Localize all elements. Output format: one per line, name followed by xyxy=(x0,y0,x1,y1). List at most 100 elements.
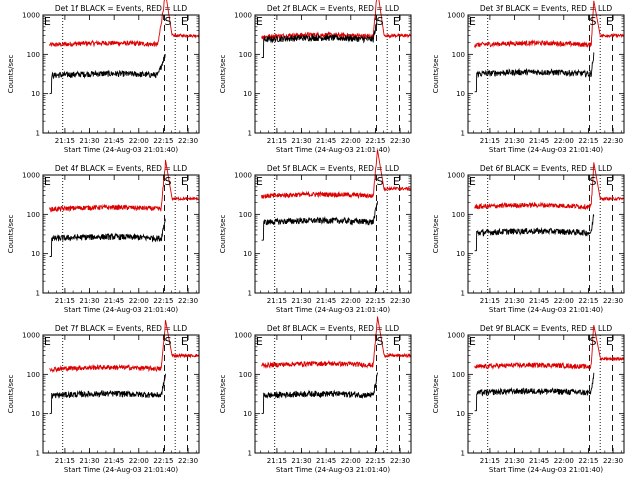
y-axis-label: Counts/sec xyxy=(219,375,227,414)
y-axis-label: Counts/sec xyxy=(432,375,440,414)
event-marker-label: E xyxy=(256,335,263,348)
plot-frame xyxy=(42,334,200,454)
event-marker-label: S xyxy=(590,15,597,28)
x-tick-label: 22:15 xyxy=(578,137,598,145)
event-marker-label: E xyxy=(606,15,613,28)
y-axis-label: Counts/sec xyxy=(219,215,227,254)
event-marker-label: E xyxy=(393,175,400,188)
x-tick-label: 22:00 xyxy=(129,137,149,145)
y-tick-label: 100 xyxy=(27,51,40,59)
y-tick-label: 10 xyxy=(243,410,252,418)
x-tick-label: 21:30 xyxy=(291,137,311,145)
x-tick-label: 21:45 xyxy=(316,137,336,145)
y-tick-label: 10 xyxy=(243,250,252,258)
x-tick-label: 22:00 xyxy=(341,457,361,465)
x-tick-label: 21:45 xyxy=(529,457,549,465)
x-tick-label: 21:30 xyxy=(79,297,99,305)
y-tick-label: 1000 xyxy=(22,332,40,340)
x-axis-label: Start Time (24-Aug-03 21:01:40) xyxy=(489,146,603,154)
y-axis-label: Counts/sec xyxy=(432,55,440,94)
panel-title: Det 4f BLACK = Events, RED = LLD xyxy=(55,164,188,173)
y-tick-label: 100 xyxy=(452,51,465,59)
x-tick-label: 21:30 xyxy=(291,457,311,465)
panel-title: Det 1f BLACK = Events, RED = LLD xyxy=(55,4,188,13)
event-marker-label: E xyxy=(181,175,188,188)
y-axis-label: Counts/sec xyxy=(219,55,227,94)
y-tick-label: 100 xyxy=(239,51,252,59)
x-tick-label: 22:30 xyxy=(178,457,198,465)
y-tick-label: 100 xyxy=(452,211,465,219)
series-events xyxy=(474,372,595,412)
event-marker-label: E xyxy=(469,335,476,348)
x-tick-label: 22:30 xyxy=(603,137,623,145)
panel-title: Det 8f BLACK = Events, RED = LLD xyxy=(267,324,400,333)
plot-frame xyxy=(42,174,200,294)
panel-5: Det 5f BLACK = Events, RED = LLD Counts/s… xyxy=(219,149,412,314)
y-tick-label: 1000 xyxy=(447,332,465,340)
panel-title: Det 2f BLACK = Events, RED = LLD xyxy=(267,4,400,13)
y-tick-label: 10 xyxy=(456,410,465,418)
panel-title: Det 5f BLACK = Events, RED = LLD xyxy=(267,164,400,173)
x-tick-label: 22:30 xyxy=(390,137,410,145)
x-tick-label: 21:15 xyxy=(480,297,500,305)
panel-2: Det 2f BLACK = Events, RED = LLD Counts/s… xyxy=(219,0,412,154)
x-tick-label: 21:30 xyxy=(79,457,99,465)
x-tick-label: 21:45 xyxy=(529,297,549,305)
y-tick-label: 1 xyxy=(461,450,465,458)
event-marker-label: S xyxy=(377,15,384,28)
event-marker-label: E xyxy=(393,335,400,348)
event-marker-label: E xyxy=(181,15,188,28)
plot-frame xyxy=(467,174,625,294)
x-tick-label: 22:30 xyxy=(603,297,623,305)
x-tick-label: 21:15 xyxy=(267,137,287,145)
y-tick-label: 1 xyxy=(461,130,465,138)
x-tick-label: 21:30 xyxy=(291,297,311,305)
series-lld xyxy=(261,316,412,370)
event-marker-label: E xyxy=(256,15,263,28)
x-tick-label: 22:00 xyxy=(341,297,361,305)
panel-4: Det 4f BLACK = Events, RED = LLD Counts/s… xyxy=(7,159,200,314)
x-axis-label: Start Time (24-Aug-03 21:01:40) xyxy=(489,466,603,474)
series-events xyxy=(261,201,378,241)
x-tick-label: 21:15 xyxy=(480,137,500,145)
y-tick-label: 1 xyxy=(36,130,40,138)
event-marker-label: E xyxy=(44,175,51,188)
y-tick-label: 100 xyxy=(27,211,40,219)
y-tick-label: 10 xyxy=(31,250,40,258)
x-tick-label: 21:45 xyxy=(316,457,336,465)
series-lld xyxy=(474,0,625,49)
y-tick-label: 1 xyxy=(461,290,465,298)
panel-9: Det 9f BLACK = Events, RED = LLD Counts/s… xyxy=(432,324,625,474)
y-tick-label: 1000 xyxy=(447,172,465,180)
event-marker-label: E xyxy=(469,15,476,28)
event-marker-label: S xyxy=(590,335,597,348)
y-tick-label: 1 xyxy=(248,290,252,298)
panel-8: Det 8f BLACK = Events, RED = LLD Counts/s… xyxy=(219,316,412,474)
x-tick-label: 21:45 xyxy=(529,137,549,145)
x-tick-label: 22:30 xyxy=(603,457,623,465)
x-axis-label: Start Time (24-Aug-03 21:01:40) xyxy=(276,146,390,154)
y-tick-label: 1 xyxy=(36,450,40,458)
event-marker-label: E xyxy=(181,335,188,348)
event-marker-label: S xyxy=(377,175,384,188)
x-tick-label: 22:30 xyxy=(178,297,198,305)
event-marker-label: E xyxy=(44,15,51,28)
event-marker-label: E xyxy=(393,15,400,28)
event-marker-label: S xyxy=(165,335,172,348)
plot-frame xyxy=(467,14,625,134)
panel-6: Det 6f BLACK = Events, RED = LLD Counts/s… xyxy=(432,162,625,314)
series-lld xyxy=(474,162,625,211)
x-tick-label: 21:45 xyxy=(316,297,336,305)
y-tick-label: 10 xyxy=(456,250,465,258)
x-tick-label: 22:00 xyxy=(554,137,574,145)
y-tick-label: 10 xyxy=(31,410,40,418)
x-tick-label: 21:45 xyxy=(104,297,124,305)
y-tick-label: 1000 xyxy=(22,172,40,180)
x-tick-label: 22:15 xyxy=(365,297,385,305)
x-tick-label: 22:15 xyxy=(365,457,385,465)
y-axis-label: Counts/sec xyxy=(7,215,15,254)
x-tick-label: 21:30 xyxy=(504,297,524,305)
y-axis-label: Counts/sec xyxy=(7,375,15,414)
y-tick-label: 1000 xyxy=(234,12,252,20)
